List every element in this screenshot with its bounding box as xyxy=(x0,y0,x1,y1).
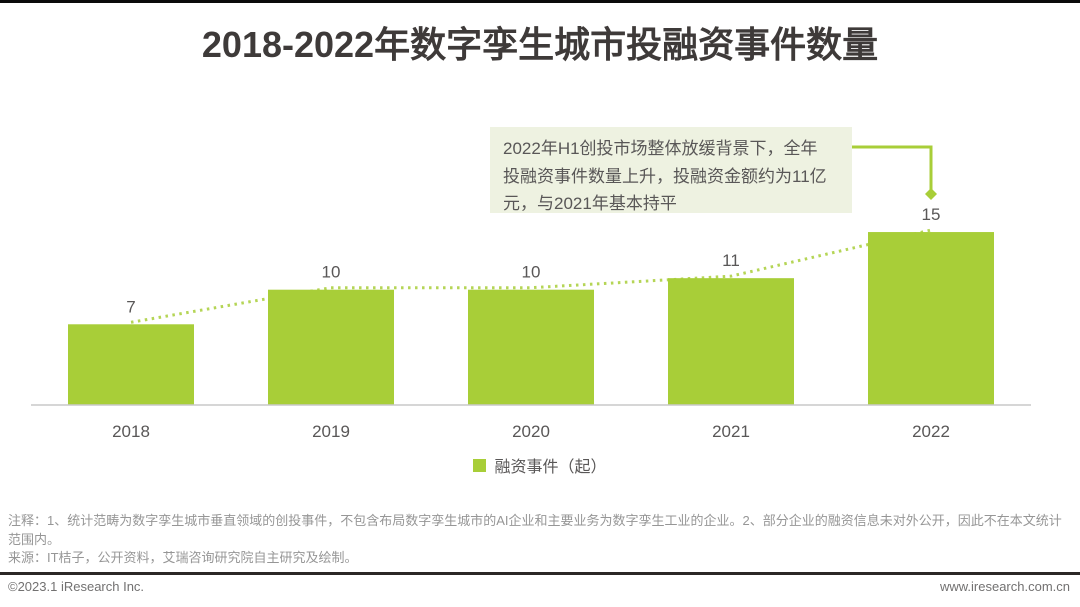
connector-diamond-marker xyxy=(925,188,937,200)
bar-2020 xyxy=(468,289,594,405)
annotation-callout: 2022年H1创投市场整体放缓背景下，全年 投融资事件数量上升，投融资金额约为1… xyxy=(490,127,852,213)
website-link[interactable]: www.iresearch.com.cn xyxy=(939,579,1070,594)
x-tick-2019: 2019 xyxy=(312,422,350,441)
value-label-2022: 15 xyxy=(922,205,941,224)
footer-divider xyxy=(0,572,1080,575)
bar-2021 xyxy=(668,278,794,405)
bar-2022 xyxy=(868,232,994,405)
x-tick-2020: 2020 xyxy=(512,422,550,441)
chart-legend: 融资事件（起） xyxy=(0,455,1080,476)
chart-title: 2018-2022年数字孪生城市投融资事件数量 xyxy=(201,24,879,65)
top-border-rule xyxy=(0,0,1080,3)
value-label-2019: 10 xyxy=(322,263,341,282)
bar-2019 xyxy=(268,289,394,405)
legend-label: 融资事件（起） xyxy=(494,459,607,476)
value-label-2020: 10 xyxy=(522,263,541,282)
annotation-line: 2022年H1创投市场整体放缓背景下，全年 xyxy=(503,139,818,158)
x-tick-2021: 2021 xyxy=(712,422,750,441)
note-text: 注释：1、统计范畴为数字孪生城市垂直领域的创投事件，不包含布局数字孪生城市的AI… xyxy=(8,513,1062,547)
annotation-connector-line xyxy=(845,145,933,194)
value-label-2021: 11 xyxy=(722,251,740,270)
annotation-line: 元，与2021年基本持平 xyxy=(503,194,677,213)
source-text: 来源：IT桔子，公开资料，艾瑞咨询研究院自主研究及绘制。 xyxy=(8,550,358,565)
copyright-text: ©2023.1 iResearch Inc. xyxy=(8,579,145,594)
annotation-line: 投融资事件数量上升，投融资金额约为11亿 xyxy=(503,166,827,186)
bar-chart: 7 10 10 11 15 2018 2019 2020 2021 2022 xyxy=(31,141,1031,441)
x-tick-2022: 2022 xyxy=(912,422,950,441)
value-label-2018: 7 xyxy=(126,297,135,316)
bar-2018 xyxy=(68,324,194,405)
footnotes: 注释：1、统计范畴为数字孪生城市垂直领域的创投事件，不包含布局数字孪生城市的AI… xyxy=(8,512,1070,568)
x-tick-2018: 2018 xyxy=(112,422,150,441)
trend-dotted-line xyxy=(130,228,932,324)
legend-swatch xyxy=(473,458,487,472)
